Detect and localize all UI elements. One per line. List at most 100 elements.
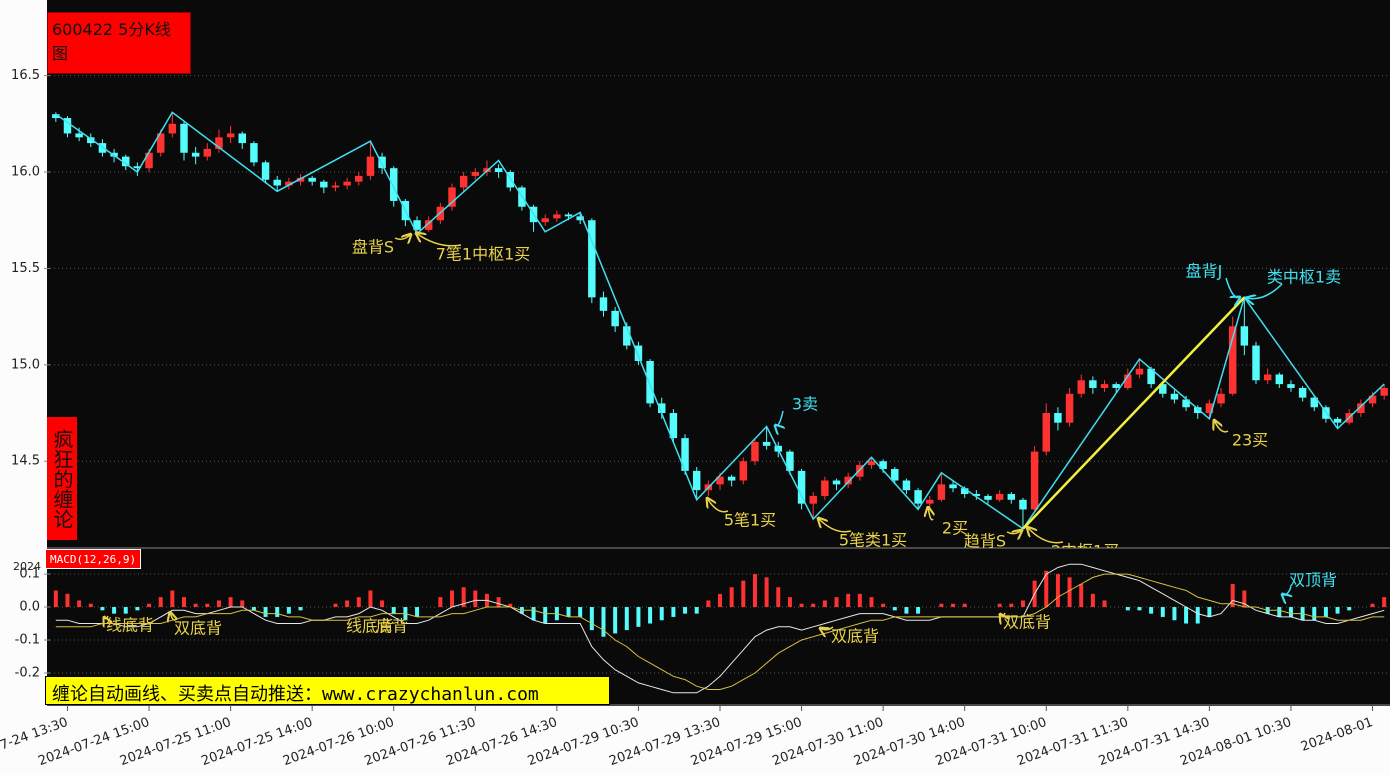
- candle-body: [296, 177, 305, 182]
- annotation: 盘背S: [352, 238, 394, 257]
- candle-body: [156, 133, 165, 153]
- y-tick-label: 0.1: [19, 567, 40, 582]
- y-tick-label: -0.1: [15, 633, 40, 648]
- candle-body: [891, 468, 899, 481]
- candle-body: [762, 441, 771, 446]
- candle-body: [191, 152, 200, 157]
- candle-body: [1124, 374, 1132, 388]
- candle-body: [995, 494, 1004, 500]
- y-tick-label: 16.0: [11, 165, 40, 180]
- candle-body: [1298, 387, 1307, 398]
- candle-body: [1368, 395, 1377, 404]
- annotation: 双底背: [174, 619, 222, 638]
- annotation-arrow: [1225, 277, 1240, 298]
- candle-body: [506, 172, 514, 188]
- candle-body: [494, 168, 503, 173]
- candle-body: [413, 220, 421, 230]
- annotation: 类中枢1卖: [1267, 268, 1341, 287]
- candle-body: [984, 495, 992, 500]
- candle-body: [786, 451, 794, 471]
- y-tick-label: -0.2: [15, 666, 40, 681]
- candle-body: [366, 156, 375, 176]
- candle-body: [285, 181, 293, 186]
- candle-body: [658, 403, 666, 414]
- candle-body: [727, 476, 736, 481]
- candle-body: [1182, 399, 1190, 408]
- candle-body: [856, 465, 864, 477]
- annotation: 线底背: [106, 616, 154, 635]
- candle-body: [937, 484, 946, 500]
- candle-body: [390, 168, 398, 201]
- candle-body: [1310, 397, 1318, 408]
- candle-body: [1380, 387, 1388, 396]
- candle-body: [867, 461, 876, 466]
- y-tick-label: 16.5: [11, 68, 40, 83]
- annotation-arrow: [818, 518, 852, 533]
- candle-body: [611, 310, 619, 327]
- candle-body: [331, 185, 340, 188]
- candle-body: [355, 175, 363, 182]
- candle-body: [1228, 326, 1237, 394]
- annotation-arrow: [1000, 613, 1005, 616]
- candle-body: [681, 438, 689, 471]
- annotation: 2买: [942, 519, 968, 538]
- candle-body: [308, 177, 316, 182]
- candle-body: [320, 181, 328, 188]
- annotation-arrow: [104, 616, 108, 619]
- annotation: 底背: [376, 617, 408, 636]
- candle-body: [87, 137, 95, 144]
- banner: 缠论自动画线、买卖点自动推送：www.crazychanlun.com: [45, 676, 610, 705]
- candle-body: [1170, 393, 1179, 400]
- candle-body: [692, 470, 701, 491]
- annotation: 线底背: [346, 617, 394, 636]
- candle-body: [809, 495, 817, 504]
- candle-body: [1019, 499, 1027, 510]
- candle-body: [844, 476, 852, 485]
- candle-body: [914, 490, 922, 504]
- candle-body: [634, 345, 643, 361]
- candle-body: [564, 214, 573, 217]
- candle-body: [1205, 403, 1214, 414]
- y-tick-label: 15.0: [11, 357, 40, 372]
- annotation-arrow: [416, 233, 462, 247]
- annotation: 双底背: [831, 627, 879, 646]
- candle-body: [1240, 326, 1249, 346]
- candle-body: [716, 476, 724, 485]
- annotation-arrow: [1214, 420, 1229, 433]
- candle-body: [926, 499, 934, 504]
- plot-background: [47, 0, 1390, 706]
- candle-body: [669, 413, 678, 439]
- annotation: 双底背: [1003, 613, 1051, 632]
- candle-body: [1030, 451, 1039, 510]
- candle-body: [203, 148, 212, 157]
- candle-body: [448, 187, 456, 207]
- candle-body: [879, 461, 887, 469]
- chart-title: 600422 5分K线图: [47, 12, 191, 74]
- candle-body: [52, 114, 60, 119]
- candle-body: [1194, 407, 1202, 414]
- candle-body: [1089, 380, 1097, 388]
- annotation-arrow: [1282, 586, 1291, 595]
- candle-body: [588, 220, 596, 298]
- candle-body: [63, 118, 72, 134]
- candle-body: [471, 172, 480, 176]
- candle-body: [599, 297, 608, 311]
- annotation-arrow: [1246, 283, 1283, 299]
- annotation: 7笔1中枢1买: [436, 245, 531, 264]
- candle-body: [1275, 374, 1284, 385]
- candle-body: [972, 494, 981, 496]
- annotation-arrow: [928, 507, 933, 521]
- candle-body: [1252, 345, 1260, 381]
- candle-body: [553, 214, 561, 219]
- candle-body: [273, 179, 281, 186]
- candle-body: [1159, 384, 1167, 394]
- stroke-line: [55, 111, 1385, 530]
- annotation-arrow: [394, 234, 411, 239]
- candle-body: [250, 143, 258, 163]
- candle-body: [424, 220, 433, 230]
- annotation: 盘背J: [1186, 262, 1223, 281]
- macd-line: [55, 573, 1385, 690]
- candle-body: [459, 175, 468, 188]
